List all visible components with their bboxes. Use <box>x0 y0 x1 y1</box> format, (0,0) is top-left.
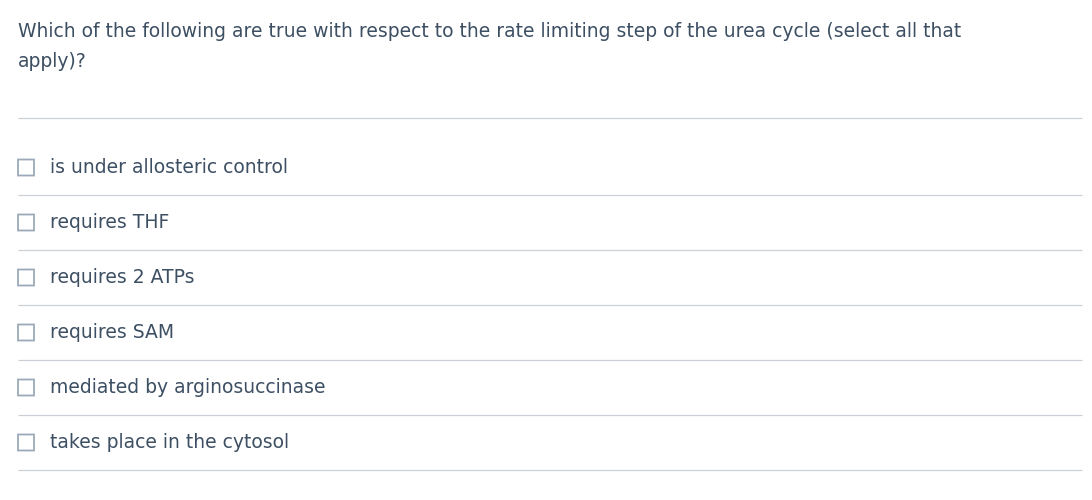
Text: requires 2 ATPs: requires 2 ATPs <box>50 268 194 287</box>
FancyBboxPatch shape <box>17 380 34 396</box>
FancyBboxPatch shape <box>17 270 34 285</box>
Text: Which of the following are true with respect to the rate limiting step of the ur: Which of the following are true with res… <box>17 22 961 41</box>
FancyBboxPatch shape <box>17 434 34 450</box>
FancyBboxPatch shape <box>17 160 34 176</box>
Text: requires SAM: requires SAM <box>50 323 174 342</box>
Text: is under allosteric control: is under allosteric control <box>50 158 288 177</box>
FancyBboxPatch shape <box>17 324 34 340</box>
Text: mediated by arginosuccinase: mediated by arginosuccinase <box>50 378 325 397</box>
Text: takes place in the cytosol: takes place in the cytosol <box>50 433 289 452</box>
FancyBboxPatch shape <box>17 214 34 230</box>
Text: requires THF: requires THF <box>50 213 169 232</box>
Text: apply)?: apply)? <box>17 52 86 71</box>
